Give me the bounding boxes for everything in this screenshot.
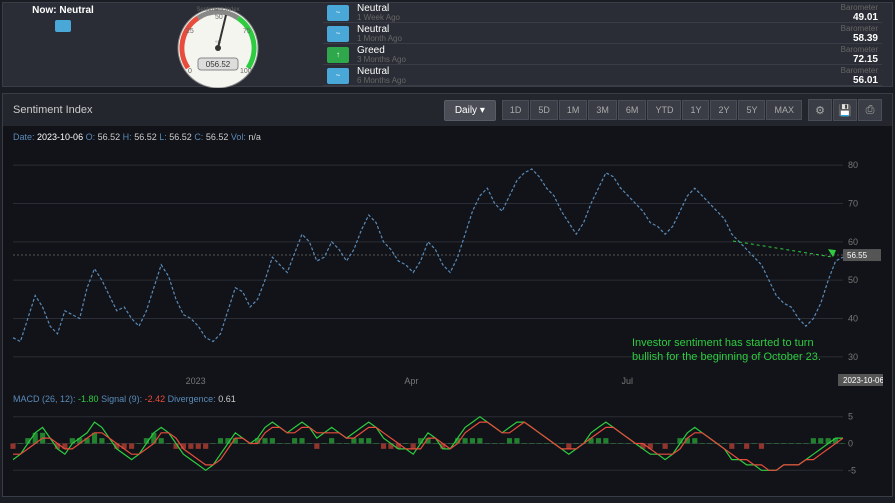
history-value: 56.01 (838, 75, 878, 86)
chevron-down-icon: ▾ (480, 105, 485, 116)
interval-dropdown[interactable]: Daily ▾ (444, 100, 496, 121)
history-row: ~ Neutral 1 Week Ago Barometer 49.01 (323, 3, 882, 23)
history-label: Neutral (357, 24, 838, 35)
svg-text:0: 0 (848, 439, 853, 449)
range-button-max[interactable]: MAX (766, 100, 802, 120)
history-row: ↑ Greed 3 Months Ago Barometer 72.15 (323, 45, 882, 65)
sentiment-chip: ~ (327, 5, 349, 21)
svg-text:60: 60 (848, 237, 858, 247)
svg-text:56.55: 56.55 (847, 251, 868, 260)
svg-text:70: 70 (848, 199, 858, 209)
history-value: 58.39 (838, 33, 878, 44)
sentiment-chip: ↑ (327, 47, 349, 63)
chart-annotation: Investor sentiment has started to turn b… (632, 336, 832, 365)
svg-text:Jul: Jul (621, 376, 633, 386)
svg-text:0: 0 (188, 68, 192, 75)
history-sublabel: 1 Week Ago (357, 14, 838, 23)
range-button-6m[interactable]: 6M (618, 100, 647, 120)
sentiment-chip: ~ (327, 68, 349, 84)
svg-text:2023-10-06: 2023-10-06 (843, 376, 883, 385)
history-barometer-label: Barometer (838, 3, 878, 12)
history-sublabel: 6 Months Ago (357, 77, 838, 86)
range-button-1m[interactable]: 1M (559, 100, 588, 120)
svg-text:056.52: 056.52 (206, 60, 231, 69)
range-button-1d[interactable]: 1D (502, 100, 530, 120)
sentiment-chip: ~ (327, 26, 349, 42)
history-barometer-label: Barometer (838, 45, 878, 54)
svg-text:Apr: Apr (404, 376, 418, 386)
history-value: 72.15 (838, 54, 878, 65)
history-barometer-label: Barometer (838, 24, 878, 33)
macd-chart[interactable]: -5 0 5 (3, 391, 883, 491)
now-label: Now: Neutral (13, 5, 113, 16)
history-label: Neutral (357, 3, 838, 14)
svg-text:50: 50 (848, 275, 858, 285)
history-label: Neutral (357, 66, 838, 77)
svg-text:25: 25 (186, 28, 194, 35)
svg-text:100: 100 (240, 68, 252, 75)
now-chip (55, 20, 71, 32)
history-label: Greed (357, 45, 838, 56)
svg-text:50: 50 (215, 14, 223, 21)
history-sublabel: 1 Month Ago (357, 35, 838, 44)
range-button-1y[interactable]: 1Y (682, 100, 709, 120)
svg-text:30: 30 (848, 352, 858, 362)
range-button-5y[interactable]: 5Y (738, 100, 765, 120)
sentiment-gauge: Sentiment Index 0 25 50 75 100 °F 056.52 (148, 3, 288, 88)
range-button-3m[interactable]: 3M (588, 100, 617, 120)
svg-text:2023: 2023 (186, 376, 206, 386)
range-button-5d[interactable]: 5D (530, 100, 558, 120)
range-button-2y[interactable]: 2Y (710, 100, 737, 120)
range-button-ytd[interactable]: YTD (647, 100, 681, 120)
svg-text:Sentiment Index: Sentiment Index (196, 7, 239, 13)
panel-title: Sentiment Index (13, 104, 444, 116)
save-icon[interactable]: 💾 (833, 99, 857, 121)
history-row: ~ Neutral 6 Months Ago Barometer 56.01 (323, 66, 882, 86)
svg-text:40: 40 (848, 314, 858, 324)
svg-text:-5: -5 (848, 465, 856, 475)
svg-text:80: 80 (848, 160, 858, 170)
svg-text:75: 75 (243, 28, 251, 35)
history-sublabel: 3 Months Ago (357, 56, 838, 65)
svg-text:5: 5 (848, 412, 853, 422)
settings-icon[interactable]: ⚙ (808, 99, 832, 121)
history-row: ~ Neutral 1 Month Ago Barometer 58.39 (323, 24, 882, 44)
print-icon[interactable]: ⎙ (858, 99, 882, 121)
history-value: 49.01 (838, 12, 878, 23)
history-barometer-label: Barometer (838, 66, 878, 75)
